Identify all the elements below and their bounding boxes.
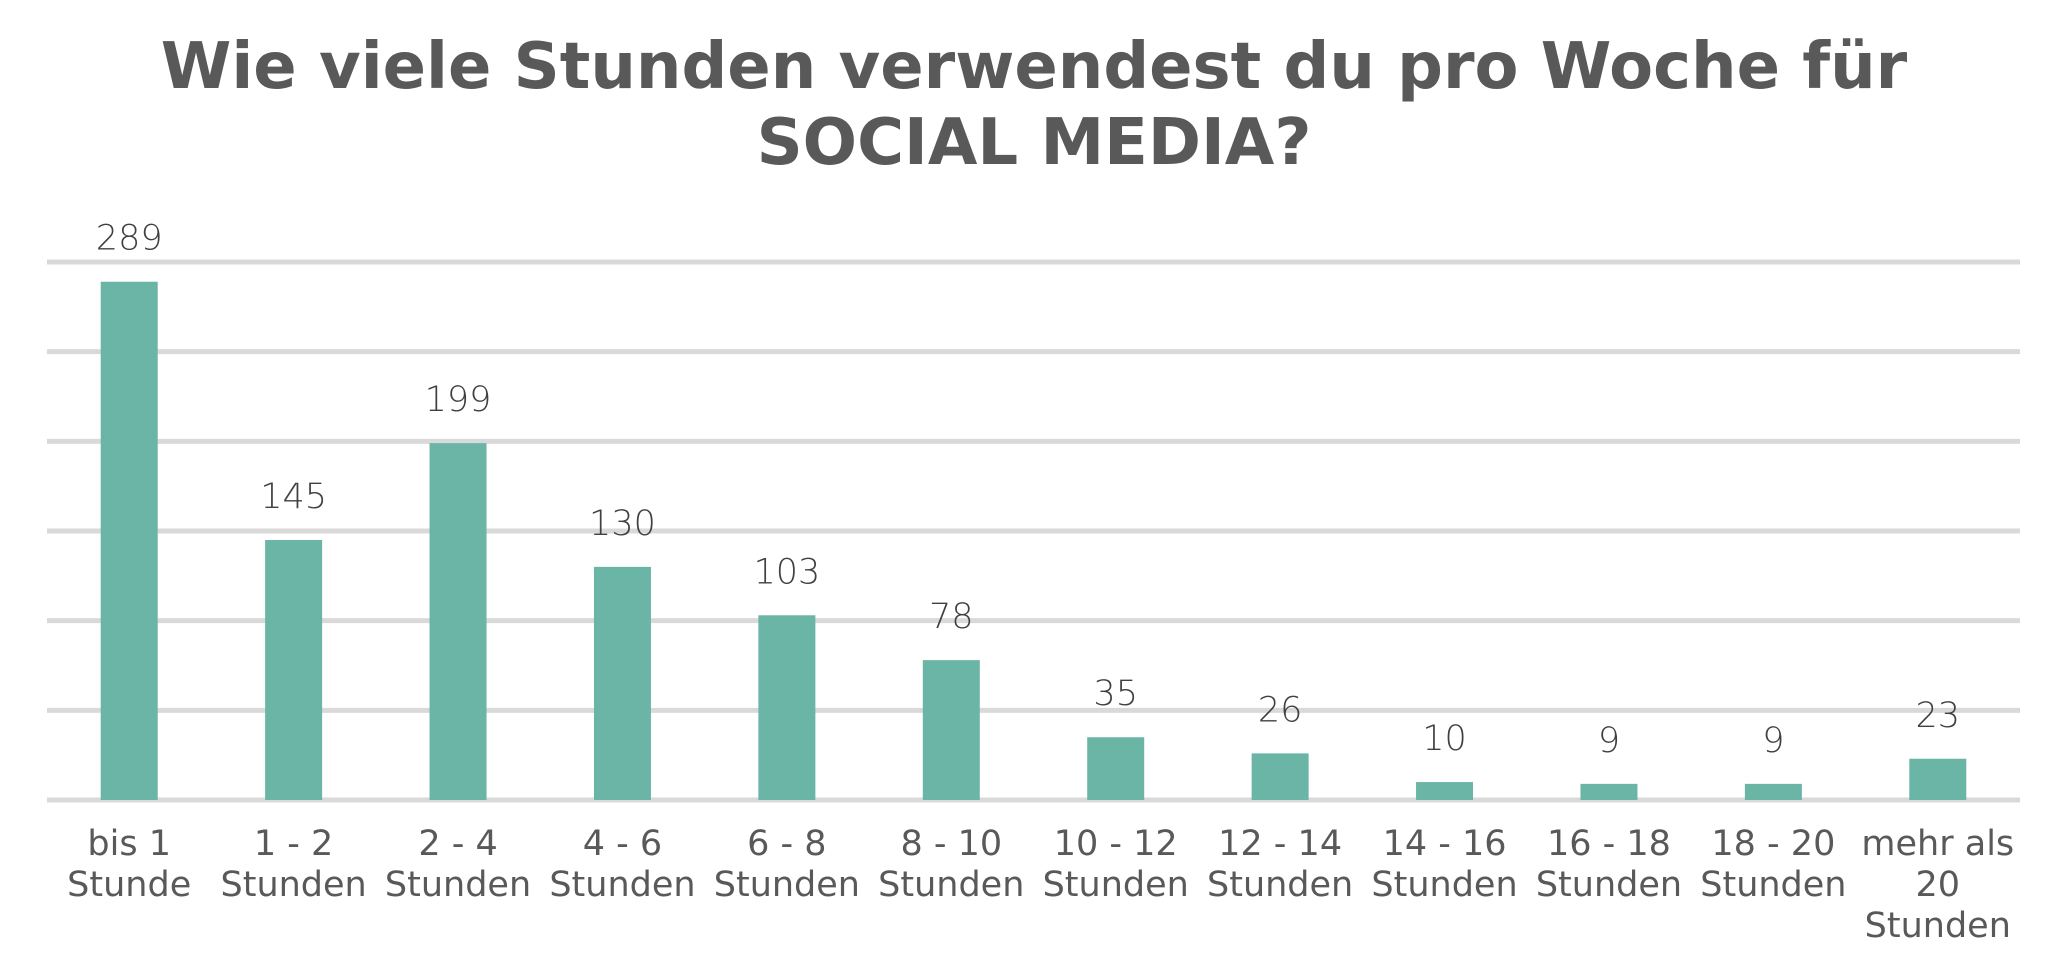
- x-tick-label: 14 - 16 Stunden: [1371, 824, 1517, 905]
- data-label: 145: [260, 477, 327, 517]
- data-label: 10: [1422, 719, 1467, 759]
- bars: [100, 281, 1967, 800]
- x-tick-label-line: Stunde: [67, 865, 191, 905]
- data-labels: 289 145 199 130 103 78 35 26 10 9 9 23: [96, 219, 1960, 761]
- x-tick-label-line: 8 - 10: [900, 824, 1002, 864]
- data-label: 9: [1762, 721, 1784, 761]
- chart-title-line-1: Wie viele Stunden verwendest du pro Woch…: [161, 30, 1908, 104]
- x-tick-label-line: Stunden: [549, 865, 695, 905]
- data-label: 23: [1916, 696, 1961, 736]
- bar: [100, 281, 158, 800]
- data-label: 26: [1258, 690, 1303, 730]
- x-tick-label: 2 - 4 Stunden: [385, 824, 531, 905]
- data-label: 35: [1093, 674, 1138, 714]
- bar: [429, 443, 487, 800]
- x-tick-label-line: 20: [1916, 865, 1961, 905]
- x-tick-label-line: mehr als: [1861, 824, 2014, 864]
- x-tick-label: 6 - 8 Stunden: [714, 824, 860, 905]
- x-tick-label-line: Stunden: [1043, 865, 1189, 905]
- x-tick-label-line: 16 - 18: [1547, 824, 1671, 864]
- x-tick-label-line: 14 - 16: [1383, 824, 1507, 864]
- x-tick-label: 12 - 14 Stunden: [1207, 824, 1353, 905]
- gridlines: [47, 259, 2020, 803]
- x-tick-label: 16 - 18 Stunden: [1536, 824, 1682, 905]
- data-label: 130: [589, 504, 656, 544]
- x-tick-label-line: Stunden: [714, 865, 860, 905]
- x-tick-label: mehr als 20 Stunden: [1861, 824, 2014, 946]
- bar: [1744, 783, 1802, 800]
- x-tick-label-line: Stunden: [1865, 906, 2011, 946]
- x-tick-label-line: Stunden: [878, 865, 1024, 905]
- x-tick-label-line: bis 1: [87, 824, 171, 864]
- x-tick-label: 18 - 20 Stunden: [1700, 824, 1846, 905]
- x-tick-label-line: Stunden: [1207, 865, 1353, 905]
- x-tick-label: bis 1 Stunde: [67, 824, 191, 905]
- bar: [593, 566, 651, 800]
- x-tick-label-line: Stunden: [1371, 865, 1517, 905]
- x-tick-label: 1 - 2 Stunden: [221, 824, 367, 905]
- x-tick-label-line: 1 - 2: [254, 824, 333, 864]
- x-tick-label-line: 18 - 20: [1711, 824, 1835, 864]
- x-tick-label-line: 4 - 6: [583, 824, 662, 864]
- data-label: 103: [753, 552, 820, 592]
- data-label: 199: [425, 380, 492, 420]
- bar: [922, 660, 980, 800]
- bar: [1580, 783, 1638, 800]
- x-tick-label-line: Stunden: [221, 865, 367, 905]
- x-tick-label-line: Stunden: [1536, 865, 1682, 905]
- x-tick-label: 8 - 10 Stunden: [878, 824, 1024, 905]
- x-tick-label-line: Stunden: [385, 865, 531, 905]
- bar: [265, 539, 323, 800]
- x-tick-label-line: Stunden: [1700, 865, 1846, 905]
- data-label: 78: [929, 597, 974, 637]
- x-tick-label-line: 6 - 8: [747, 824, 826, 864]
- data-label: 9: [1598, 721, 1620, 761]
- chart-title-line-2: SOCIAL MEDIA?: [757, 106, 1312, 180]
- data-label: 289: [96, 219, 163, 259]
- bar: [1087, 737, 1145, 800]
- x-tick-label: 10 - 12 Stunden: [1043, 824, 1189, 905]
- x-tick-label-line: 2 - 4: [418, 824, 497, 864]
- x-tick-label-line: 10 - 12: [1054, 824, 1178, 864]
- bar: [758, 615, 816, 800]
- bar: [1909, 758, 1967, 800]
- x-tick-label: 4 - 6 Stunden: [549, 824, 695, 905]
- bar: [1416, 782, 1474, 800]
- x-tick-label-line: 12 - 14: [1218, 824, 1342, 864]
- bar: [1251, 753, 1309, 800]
